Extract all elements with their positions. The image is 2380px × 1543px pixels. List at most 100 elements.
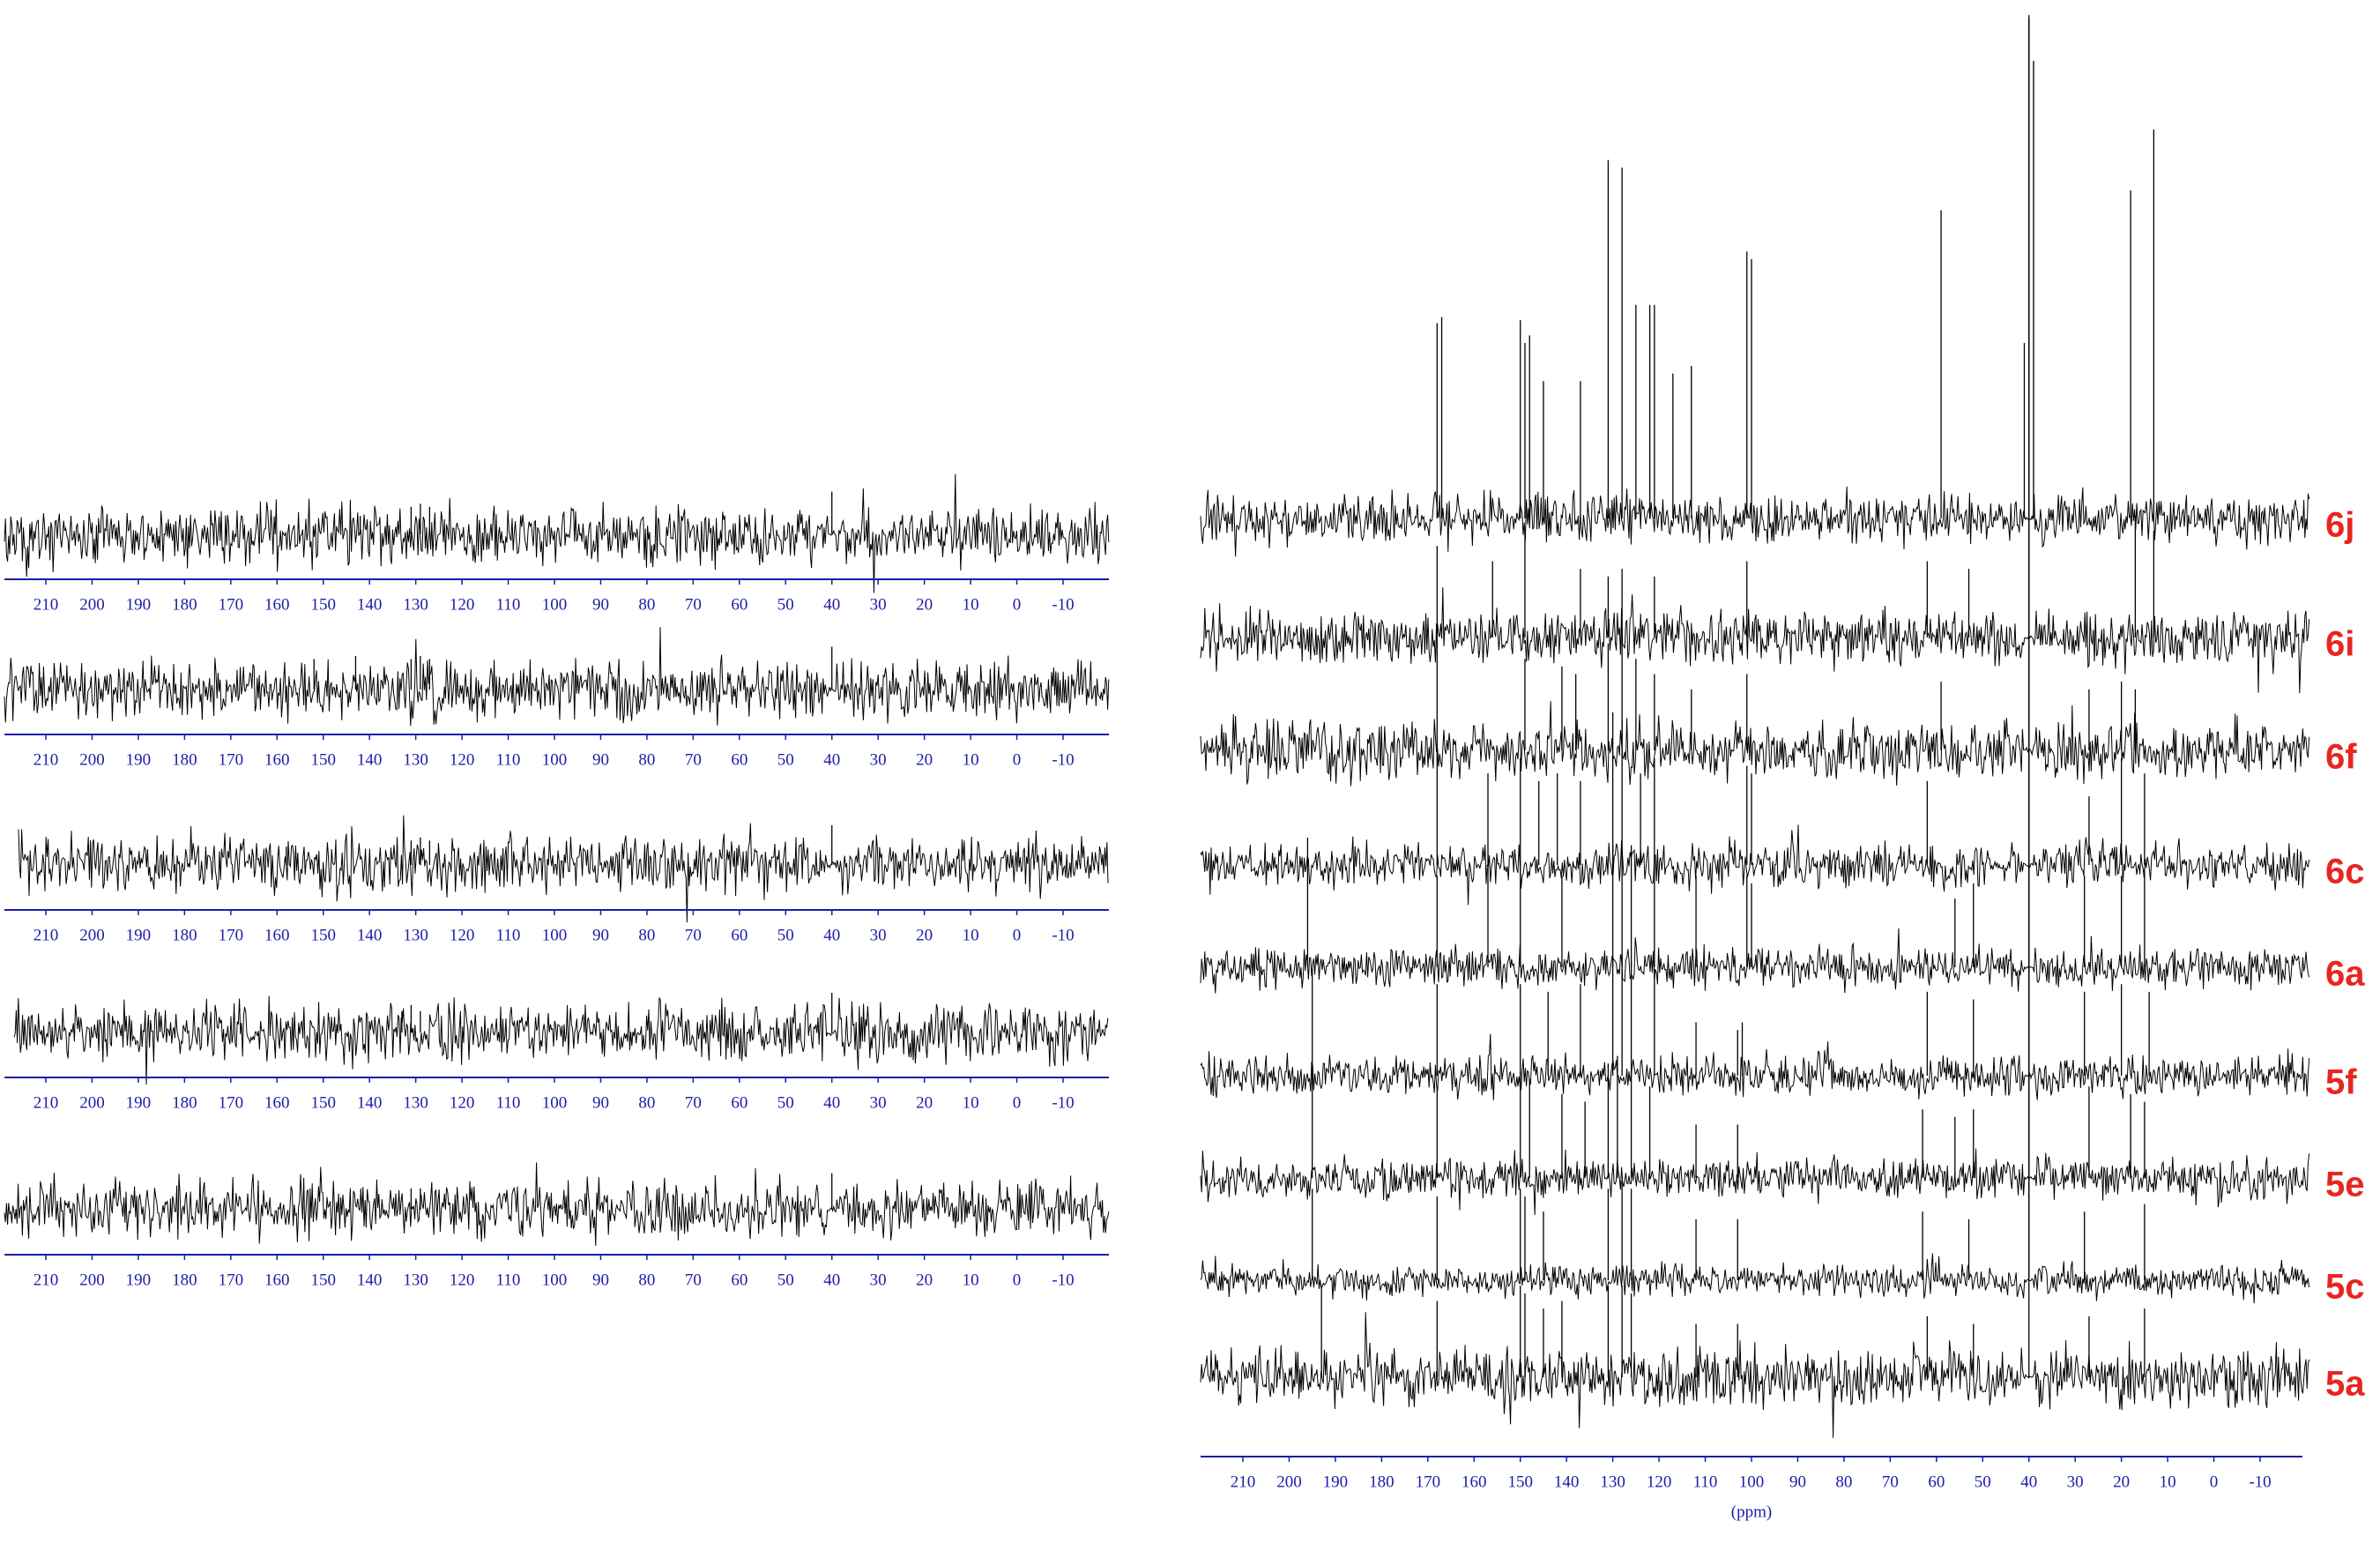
x-tick-label: 30 bbox=[870, 595, 887, 614]
x-tick-label: 110 bbox=[496, 750, 521, 769]
x-tick-label: 50 bbox=[777, 595, 794, 614]
noise-trace bbox=[1200, 928, 2310, 994]
x-tick-label: 160 bbox=[264, 1093, 290, 1112]
x-tick-label: 190 bbox=[126, 1271, 152, 1289]
x-tick-label: 80 bbox=[638, 750, 655, 769]
x-tick-label: 50 bbox=[777, 1093, 794, 1112]
x-tick-label: 90 bbox=[1789, 1472, 1806, 1491]
x-tick-label: 20 bbox=[916, 926, 933, 944]
x-tick-label: 210 bbox=[33, 595, 59, 614]
x-tick-label: 30 bbox=[870, 1271, 887, 1289]
x-tick-label: 200 bbox=[79, 1093, 105, 1112]
x-tick-label: 40 bbox=[2020, 1472, 2037, 1491]
x-tick-label: 50 bbox=[777, 926, 794, 944]
x-tick-label: 20 bbox=[916, 750, 933, 769]
x-tick-label: 80 bbox=[1835, 1472, 1852, 1491]
x-tick-label: 10 bbox=[963, 1093, 979, 1112]
spectrum-label: 6c bbox=[2325, 853, 2365, 891]
x-tick-label: 150 bbox=[310, 1093, 336, 1112]
x-tick-label: 160 bbox=[264, 1271, 290, 1289]
x-tick-label: -10 bbox=[1052, 1093, 1074, 1112]
x-tick-label: 170 bbox=[219, 1093, 244, 1112]
x-tick-label: 60 bbox=[731, 1093, 747, 1112]
x-tick-label: 50 bbox=[777, 1271, 794, 1289]
x-tick-label: 10 bbox=[963, 750, 979, 769]
x-tick-label: 70 bbox=[685, 1271, 702, 1289]
x-tick-label: -10 bbox=[1052, 750, 1074, 769]
noise-trace bbox=[4, 627, 1110, 727]
x-tick-label: 210 bbox=[33, 926, 59, 944]
x-tick-label: 170 bbox=[1416, 1472, 1441, 1491]
x-tick-label: 70 bbox=[1882, 1472, 1899, 1491]
spectrum-label: 6i bbox=[2325, 625, 2354, 664]
x-tick-label: 10 bbox=[963, 595, 979, 614]
x-tick-label: 0 bbox=[1013, 1271, 1022, 1289]
x-tick-label: 50 bbox=[1975, 1472, 1991, 1491]
x-tick-label: -10 bbox=[2249, 1472, 2271, 1491]
x-tick-label: 140 bbox=[1554, 1472, 1580, 1491]
noise-trace bbox=[4, 1162, 1110, 1247]
x-tick-label: 150 bbox=[310, 1271, 336, 1289]
x-tick-label: 150 bbox=[310, 750, 336, 769]
x-tick-label: 90 bbox=[592, 1271, 609, 1289]
x-tick-label: 100 bbox=[542, 750, 568, 769]
x-tick-label: 210 bbox=[33, 750, 59, 769]
noise-trace bbox=[1200, 701, 2310, 786]
x-tick-label: 170 bbox=[219, 595, 244, 614]
x-tick-label: 190 bbox=[126, 595, 152, 614]
noise-trace bbox=[1200, 1312, 2310, 1438]
x-tick-label: 80 bbox=[638, 1093, 655, 1112]
x-tick-label: 130 bbox=[403, 750, 428, 769]
x-tick-label: 120 bbox=[450, 926, 475, 944]
x-tick-label: 100 bbox=[1739, 1472, 1765, 1491]
spectrum-label: 5f bbox=[2325, 1063, 2357, 1102]
noise-trace bbox=[1200, 1033, 2310, 1100]
x-tick-label: 180 bbox=[172, 926, 197, 944]
x-tick-label: 30 bbox=[2067, 1472, 2084, 1491]
x-tick-label: 80 bbox=[638, 595, 655, 614]
x-tick-label: 170 bbox=[219, 926, 244, 944]
x-tick-label: 150 bbox=[310, 926, 336, 944]
x-tick-label: 60 bbox=[731, 595, 747, 614]
x-tick-label: 160 bbox=[264, 750, 290, 769]
x-tick-label: 50 bbox=[777, 750, 794, 769]
noise-trace bbox=[18, 815, 1109, 923]
x-tick-label: 120 bbox=[1647, 1472, 1672, 1491]
x-tick-label: 160 bbox=[1461, 1472, 1487, 1491]
x-tick-label: 80 bbox=[638, 926, 655, 944]
x-tick-label: 130 bbox=[403, 926, 428, 944]
x-tick-label: 10 bbox=[963, 926, 979, 944]
x-tick-label: 110 bbox=[496, 926, 521, 944]
noise-trace bbox=[1200, 486, 2310, 557]
x-tick-label: 60 bbox=[731, 1271, 747, 1289]
x-tick-label: 150 bbox=[310, 595, 336, 614]
spectrum-label: 5c bbox=[2325, 1268, 2365, 1307]
x-tick-label: 90 bbox=[592, 1093, 609, 1112]
spectrum-label: 6j bbox=[2325, 506, 2354, 545]
noise-trace bbox=[1200, 1253, 2310, 1304]
noise-trace bbox=[13, 995, 1109, 1085]
x-tick-label: 130 bbox=[403, 1271, 428, 1289]
x-tick-label: 90 bbox=[592, 595, 609, 614]
x-tick-label: 120 bbox=[450, 1093, 475, 1112]
x-tick-label: 200 bbox=[1276, 1472, 1302, 1491]
x-axis-title: (ppm) bbox=[1731, 1502, 1772, 1521]
x-tick-label: 90 bbox=[592, 926, 609, 944]
x-tick-label: 20 bbox=[2113, 1472, 2130, 1491]
x-tick-label: 70 bbox=[685, 750, 702, 769]
x-tick-label: 0 bbox=[1013, 595, 1022, 614]
x-tick-label: -10 bbox=[1052, 595, 1074, 614]
x-tick-label: 40 bbox=[823, 1093, 840, 1112]
x-tick-label: 180 bbox=[172, 750, 197, 769]
x-tick-label: 170 bbox=[219, 1271, 244, 1289]
x-tick-label: 110 bbox=[1693, 1472, 1718, 1491]
x-tick-label: 190 bbox=[126, 926, 152, 944]
x-tick-label: 140 bbox=[357, 1093, 383, 1112]
x-tick-label: 0 bbox=[1013, 750, 1022, 769]
x-tick-label: 180 bbox=[172, 595, 197, 614]
x-tick-label: 160 bbox=[264, 595, 290, 614]
x-tick-label: 30 bbox=[870, 750, 887, 769]
x-tick-label: 70 bbox=[685, 595, 702, 614]
x-tick-label: 0 bbox=[1013, 1093, 1022, 1112]
